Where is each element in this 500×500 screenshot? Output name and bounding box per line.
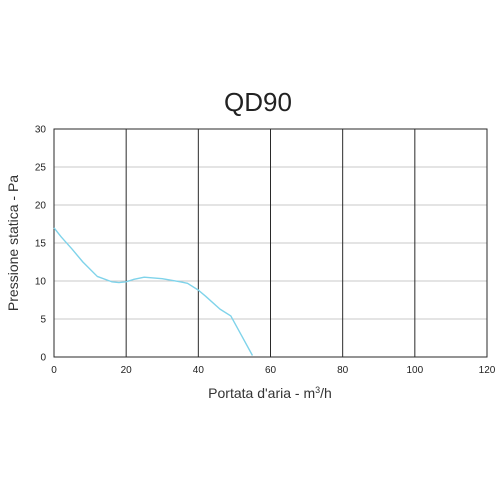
y-tick-label: 30 <box>35 125 47 136</box>
grid <box>54 129 487 357</box>
plot-border <box>53 128 488 358</box>
x-axis-ticks: 0 20 40 60 80 100 120 <box>51 365 496 376</box>
y-axis-label: Pressione statica - Pa <box>5 175 21 311</box>
series-line <box>53 227 254 356</box>
x-tick-label: 20 <box>121 365 133 376</box>
x-axis-label-main: Portata d'aria - m <box>208 385 315 401</box>
x-tick-label: 40 <box>193 365 205 376</box>
plot-frame <box>53 128 488 358</box>
y-tick-label: 15 <box>35 239 47 250</box>
y-tick-label: 10 <box>35 277 47 288</box>
y-tick-label: 5 <box>40 315 46 326</box>
x-tick-label: 60 <box>265 365 277 376</box>
y-tick-label: 25 <box>35 163 47 174</box>
x-tick-label: 100 <box>406 365 423 376</box>
y-tick-label: 20 <box>35 201 47 212</box>
x-tick-label: 80 <box>337 365 349 376</box>
chart-title: QD90 <box>224 87 292 117</box>
y-axis-ticks: 0 5 10 15 20 25 30 <box>35 125 47 364</box>
x-tick-label: 120 <box>479 365 496 376</box>
x-axis-label: Portata d'aria - m3/h <box>208 385 332 401</box>
y-tick-label: 0 <box>40 353 46 364</box>
x-tick-label: 0 <box>51 365 57 376</box>
x-axis-label-tail: /h <box>320 385 332 401</box>
series-layer <box>53 227 254 356</box>
x-axis-label-superscript: 3 <box>315 385 320 395</box>
